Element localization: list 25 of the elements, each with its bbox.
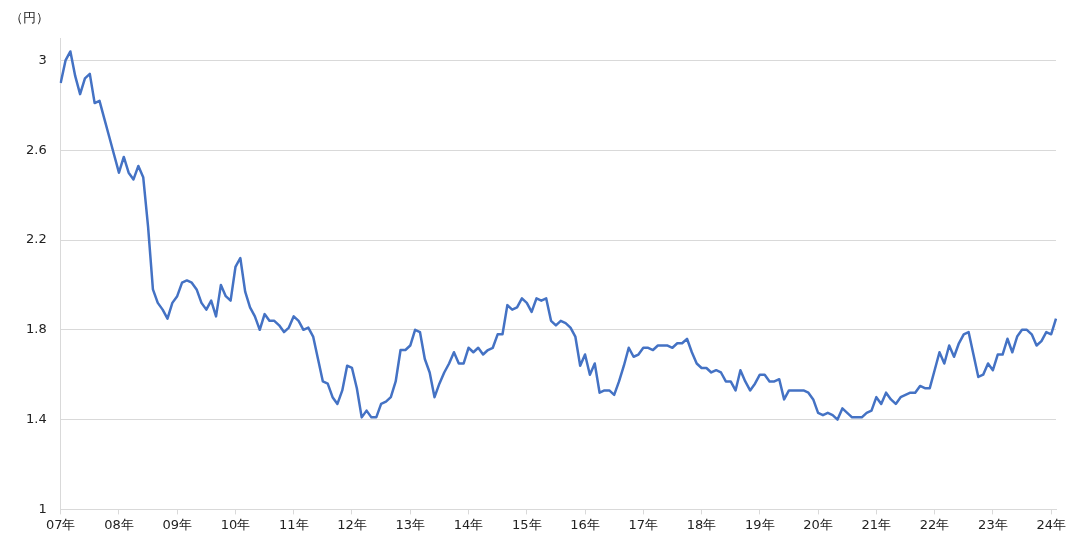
x-tick-label: 10年 bbox=[220, 516, 251, 532]
x-tick-label: 19年 bbox=[745, 516, 775, 532]
y-tick-label: 1.8 bbox=[25, 321, 47, 337]
x-tick-label: 12年 bbox=[337, 516, 367, 532]
x-tick-label: 18年 bbox=[686, 516, 717, 532]
x-tick-label: 22年 bbox=[919, 516, 950, 532]
y-axis-title: （円） bbox=[10, 9, 49, 25]
y-tick-label: 1 bbox=[38, 500, 47, 516]
x-tick-label: 14年 bbox=[453, 516, 484, 532]
y-tick-label: 1.4 bbox=[25, 410, 47, 426]
x-tick-label: 15年 bbox=[512, 516, 542, 532]
x-tick-label: 11年 bbox=[278, 516, 309, 532]
x-tick-label: 09年 bbox=[162, 516, 192, 532]
x-tick-label: 23年 bbox=[978, 516, 1008, 532]
y-tick-label: 2.6 bbox=[25, 141, 47, 157]
y-tick-label: 2.2 bbox=[25, 231, 47, 247]
x-tick-label: 20年 bbox=[803, 516, 833, 532]
x-tick-label: 24年 bbox=[1036, 516, 1066, 532]
x-tick-label: 07年 bbox=[45, 516, 76, 532]
x-tick-label: 08年 bbox=[104, 516, 134, 532]
x-tick-label: 13年 bbox=[395, 516, 426, 532]
x-tick-label: 17年 bbox=[628, 516, 659, 532]
y-tick-label: 3 bbox=[38, 51, 47, 67]
x-tick-label: 16年 bbox=[570, 516, 600, 532]
x-tick-label: 21年 bbox=[861, 516, 892, 532]
